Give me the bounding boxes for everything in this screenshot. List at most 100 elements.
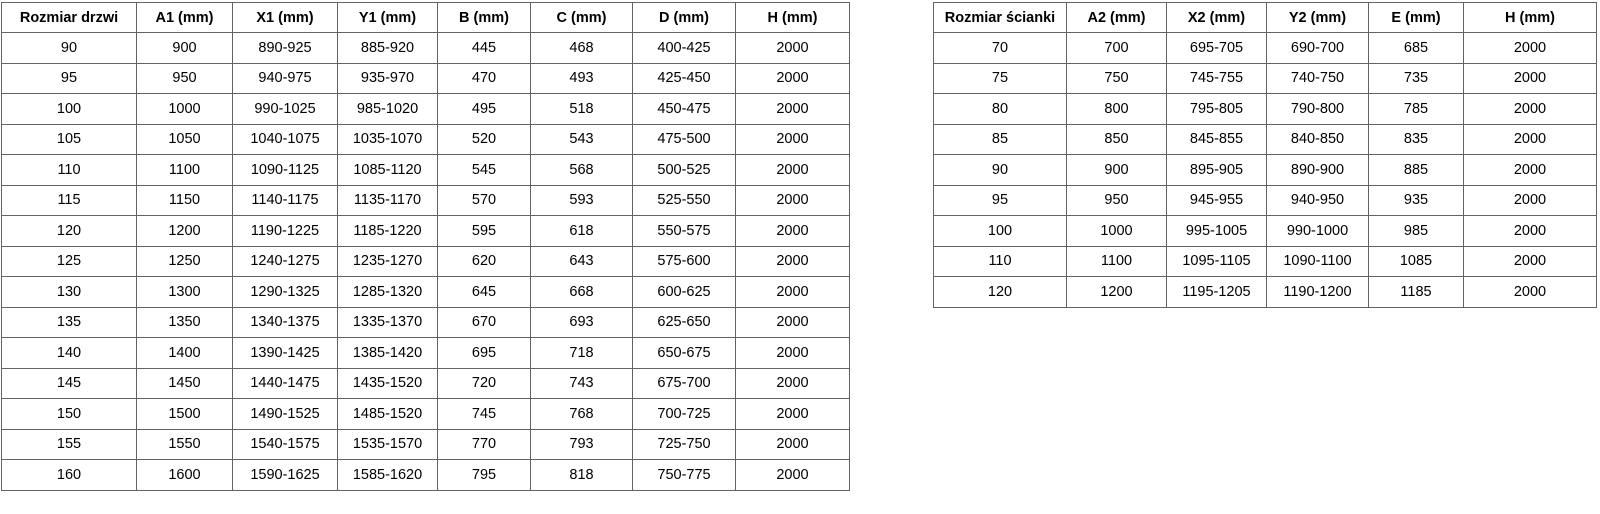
doors-table-cell: 425-450 <box>632 62 736 94</box>
walls-table-cell: 2000 <box>1463 276 1597 308</box>
walls-table-cell: 95 <box>933 184 1067 216</box>
doors-table-row: 160 1600 1590-1625 1585-1620 795 818 750-775 20… <box>1 459 850 491</box>
doors-table-cell: 1135-1170 <box>337 184 438 216</box>
doors-table-cell: 1290-1325 <box>232 276 338 308</box>
walls-table-cell: 835 <box>1368 123 1464 155</box>
doors-table-cell: 525-550 <box>632 184 736 216</box>
doors-table-cell: 1285-1320 <box>337 276 438 308</box>
doors-table-cell: 2000 <box>735 215 850 247</box>
doors-table-cell: 543 <box>530 123 633 155</box>
doors-table-cell: 1385-1420 <box>337 337 438 369</box>
doors-table-row: 95 950 940-975 935-970 470 493 425-450 2000 <box>1 62 850 94</box>
doors-table-cell: 1240-1275 <box>232 245 338 277</box>
doors-table-cell: 1390-1425 <box>232 337 338 369</box>
doors-table-cell: 500-525 <box>632 154 736 186</box>
doors-table-cell: 1400 <box>136 337 233 369</box>
walls-table-cell: 985 <box>1368 215 1464 247</box>
doors-table-cell: 720 <box>437 367 531 399</box>
doors-table-row: 135 1350 1340-1375 1335-1370 670 693 625-650 20… <box>1 306 850 338</box>
walls-table-cell: 950 <box>1066 184 1167 216</box>
doors-table-cell: 745 <box>437 398 531 430</box>
walls-table-cell: 1000 <box>1066 215 1167 247</box>
walls-table-cell: 75 <box>933 62 1067 94</box>
doors-table-cell: 568 <box>530 154 633 186</box>
walls-table-cell: 890-900 <box>1266 154 1369 186</box>
doors-table-cell: 1500 <box>136 398 233 430</box>
doors-table-cell: 1200 <box>136 215 233 247</box>
walls-table-cell: 735 <box>1368 62 1464 94</box>
walls-table-cell: 1100 <box>1066 245 1167 277</box>
doors-table-cell: 900 <box>136 32 233 64</box>
doors-table-cell: 725-750 <box>632 428 736 460</box>
doors-table-row: 130 1300 1290-1325 1285-1320 645 668 600-625 20… <box>1 276 850 308</box>
doors-table-cell: 1050 <box>136 123 233 155</box>
walls-table-cell: 110 <box>933 245 1067 277</box>
doors-table-body: 90 900 890-925 885-920 445 468 400-425 2000 95 95… <box>1 32 850 491</box>
doors-table-cell: 1140-1175 <box>232 184 338 216</box>
doors-table-cell: 475-500 <box>632 123 736 155</box>
walls-table-cell: 790-800 <box>1266 93 1369 125</box>
walls-header-cell-3: Y2 (mm) <box>1266 2 1369 33</box>
doors-table-cell: 520 <box>437 123 531 155</box>
doors-table-cell: 2000 <box>735 428 850 460</box>
doors-table-cell: 985-1020 <box>337 93 438 125</box>
walls-header-cell-5: H (mm) <box>1463 2 1597 33</box>
walls-table-cell: 995-1005 <box>1166 215 1267 247</box>
doors-table-cell: 575-600 <box>632 245 736 277</box>
walls-header-cell-4: E (mm) <box>1368 2 1464 33</box>
doors-table-row: 100 1000 990-1025 985-1020 495 518 450-475 2000 <box>1 93 850 125</box>
doors-table-cell: 1300 <box>136 276 233 308</box>
doors-table-cell: 1450 <box>136 367 233 399</box>
walls-table-cell: 1190-1200 <box>1266 276 1369 308</box>
doors-table-cell: 1100 <box>136 154 233 186</box>
doors-table-cell: 115 <box>1 184 137 216</box>
walls-header-cell-2: X2 (mm) <box>1166 2 1267 33</box>
shower-wall-dimension-table: Rozmiar ścianki A2 (mm) X2 (mm) Y2 (mm) E (m… <box>933 2 1597 308</box>
doors-table-cell: 90 <box>1 32 137 64</box>
walls-table-cell: 990-1000 <box>1266 215 1369 247</box>
walls-table-cell: 2000 <box>1463 123 1597 155</box>
doors-table-cell: 1335-1370 <box>337 306 438 338</box>
doors-table-cell: 1485-1520 <box>337 398 438 430</box>
doors-table-cell: 2000 <box>735 62 850 94</box>
walls-table-row: 80 800 795-805 790-800 785 2000 <box>933 93 1597 125</box>
doors-table-cell: 818 <box>530 459 633 491</box>
doors-table-cell: 550-575 <box>632 215 736 247</box>
doors-header-cell-6: D (mm) <box>632 2 736 33</box>
doors-table-cell: 2000 <box>735 398 850 430</box>
doors-table-cell: 470 <box>437 62 531 94</box>
doors-table-cell: 1490-1525 <box>232 398 338 430</box>
doors-table-cell: 155 <box>1 428 137 460</box>
doors-table-cell: 950 <box>136 62 233 94</box>
doors-table-cell: 1440-1475 <box>232 367 338 399</box>
doors-table-cell: 890-925 <box>232 32 338 64</box>
doors-table-cell: 1000 <box>136 93 233 125</box>
doors-table-cell: 1150 <box>136 184 233 216</box>
doors-table-row: 145 1450 1440-1475 1435-1520 720 743 675-700 20… <box>1 367 850 399</box>
doors-table-cell: 570 <box>437 184 531 216</box>
doors-table-header: Rozmiar drzwi A1 (mm) X1 (mm) Y1 (mm) B (mm)… <box>1 2 850 33</box>
walls-header-cell-1: A2 (mm) <box>1066 2 1167 33</box>
doors-table-cell: 935-970 <box>337 62 438 94</box>
walls-header-cell-0: Rozmiar ścianki <box>933 2 1067 33</box>
walls-table-row: 75 750 745-755 740-750 735 2000 <box>933 62 1597 94</box>
walls-table-cell: 2000 <box>1463 62 1597 94</box>
walls-table-cell: 2000 <box>1463 32 1597 64</box>
doors-table-cell: 670 <box>437 306 531 338</box>
doors-table-cell: 2000 <box>735 154 850 186</box>
doors-header-cell-5: C (mm) <box>530 2 633 33</box>
walls-table-header: Rozmiar ścianki A2 (mm) X2 (mm) Y2 (mm) E (m… <box>933 2 1597 33</box>
doors-table-cell: 160 <box>1 459 137 491</box>
doors-table-cell: 643 <box>530 245 633 277</box>
doors-table-cell: 2000 <box>735 459 850 491</box>
doors-table-row: 140 1400 1390-1425 1385-1420 695 718 650-675 20… <box>1 337 850 369</box>
walls-table-cell: 885 <box>1368 154 1464 186</box>
doors-table-row: 150 1500 1490-1525 1485-1520 745 768 700-725 20… <box>1 398 850 430</box>
doors-table-cell: 1590-1625 <box>232 459 338 491</box>
walls-table-cell: 785 <box>1368 93 1464 125</box>
doors-table-cell: 1185-1220 <box>337 215 438 247</box>
doors-table-cell: 1340-1375 <box>232 306 338 338</box>
doors-table-cell: 1585-1620 <box>337 459 438 491</box>
walls-table-cell: 1085 <box>1368 245 1464 277</box>
shower-door-dimension-table: Rozmiar drzwi A1 (mm) X1 (mm) Y1 (mm) B (mm)… <box>1 2 850 491</box>
